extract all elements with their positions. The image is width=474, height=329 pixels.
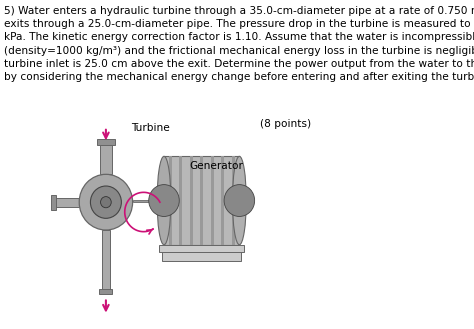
FancyBboxPatch shape <box>100 145 112 174</box>
FancyBboxPatch shape <box>101 230 110 289</box>
FancyBboxPatch shape <box>133 200 164 202</box>
FancyBboxPatch shape <box>200 156 203 245</box>
FancyBboxPatch shape <box>156 201 164 204</box>
FancyBboxPatch shape <box>97 139 115 145</box>
Circle shape <box>79 174 133 230</box>
Circle shape <box>224 185 255 216</box>
Circle shape <box>91 186 121 218</box>
FancyBboxPatch shape <box>221 156 224 245</box>
FancyBboxPatch shape <box>51 195 55 210</box>
FancyBboxPatch shape <box>164 156 239 245</box>
FancyBboxPatch shape <box>100 289 112 294</box>
Ellipse shape <box>157 156 171 245</box>
FancyBboxPatch shape <box>210 156 214 245</box>
Text: Generator: Generator <box>189 161 243 171</box>
FancyBboxPatch shape <box>163 252 241 261</box>
FancyBboxPatch shape <box>159 245 244 252</box>
Circle shape <box>100 197 111 208</box>
Ellipse shape <box>232 156 246 245</box>
Text: (8 points): (8 points) <box>260 119 311 129</box>
Circle shape <box>149 185 179 216</box>
FancyBboxPatch shape <box>55 198 79 207</box>
Text: Turbine: Turbine <box>131 123 170 133</box>
FancyBboxPatch shape <box>231 156 235 245</box>
FancyBboxPatch shape <box>179 156 182 245</box>
Text: 5) Water enters a hydraulic turbine through a 35.0-cm-diameter pipe at a rate of: 5) Water enters a hydraulic turbine thro… <box>4 6 474 82</box>
FancyBboxPatch shape <box>190 156 193 245</box>
FancyBboxPatch shape <box>169 156 172 245</box>
